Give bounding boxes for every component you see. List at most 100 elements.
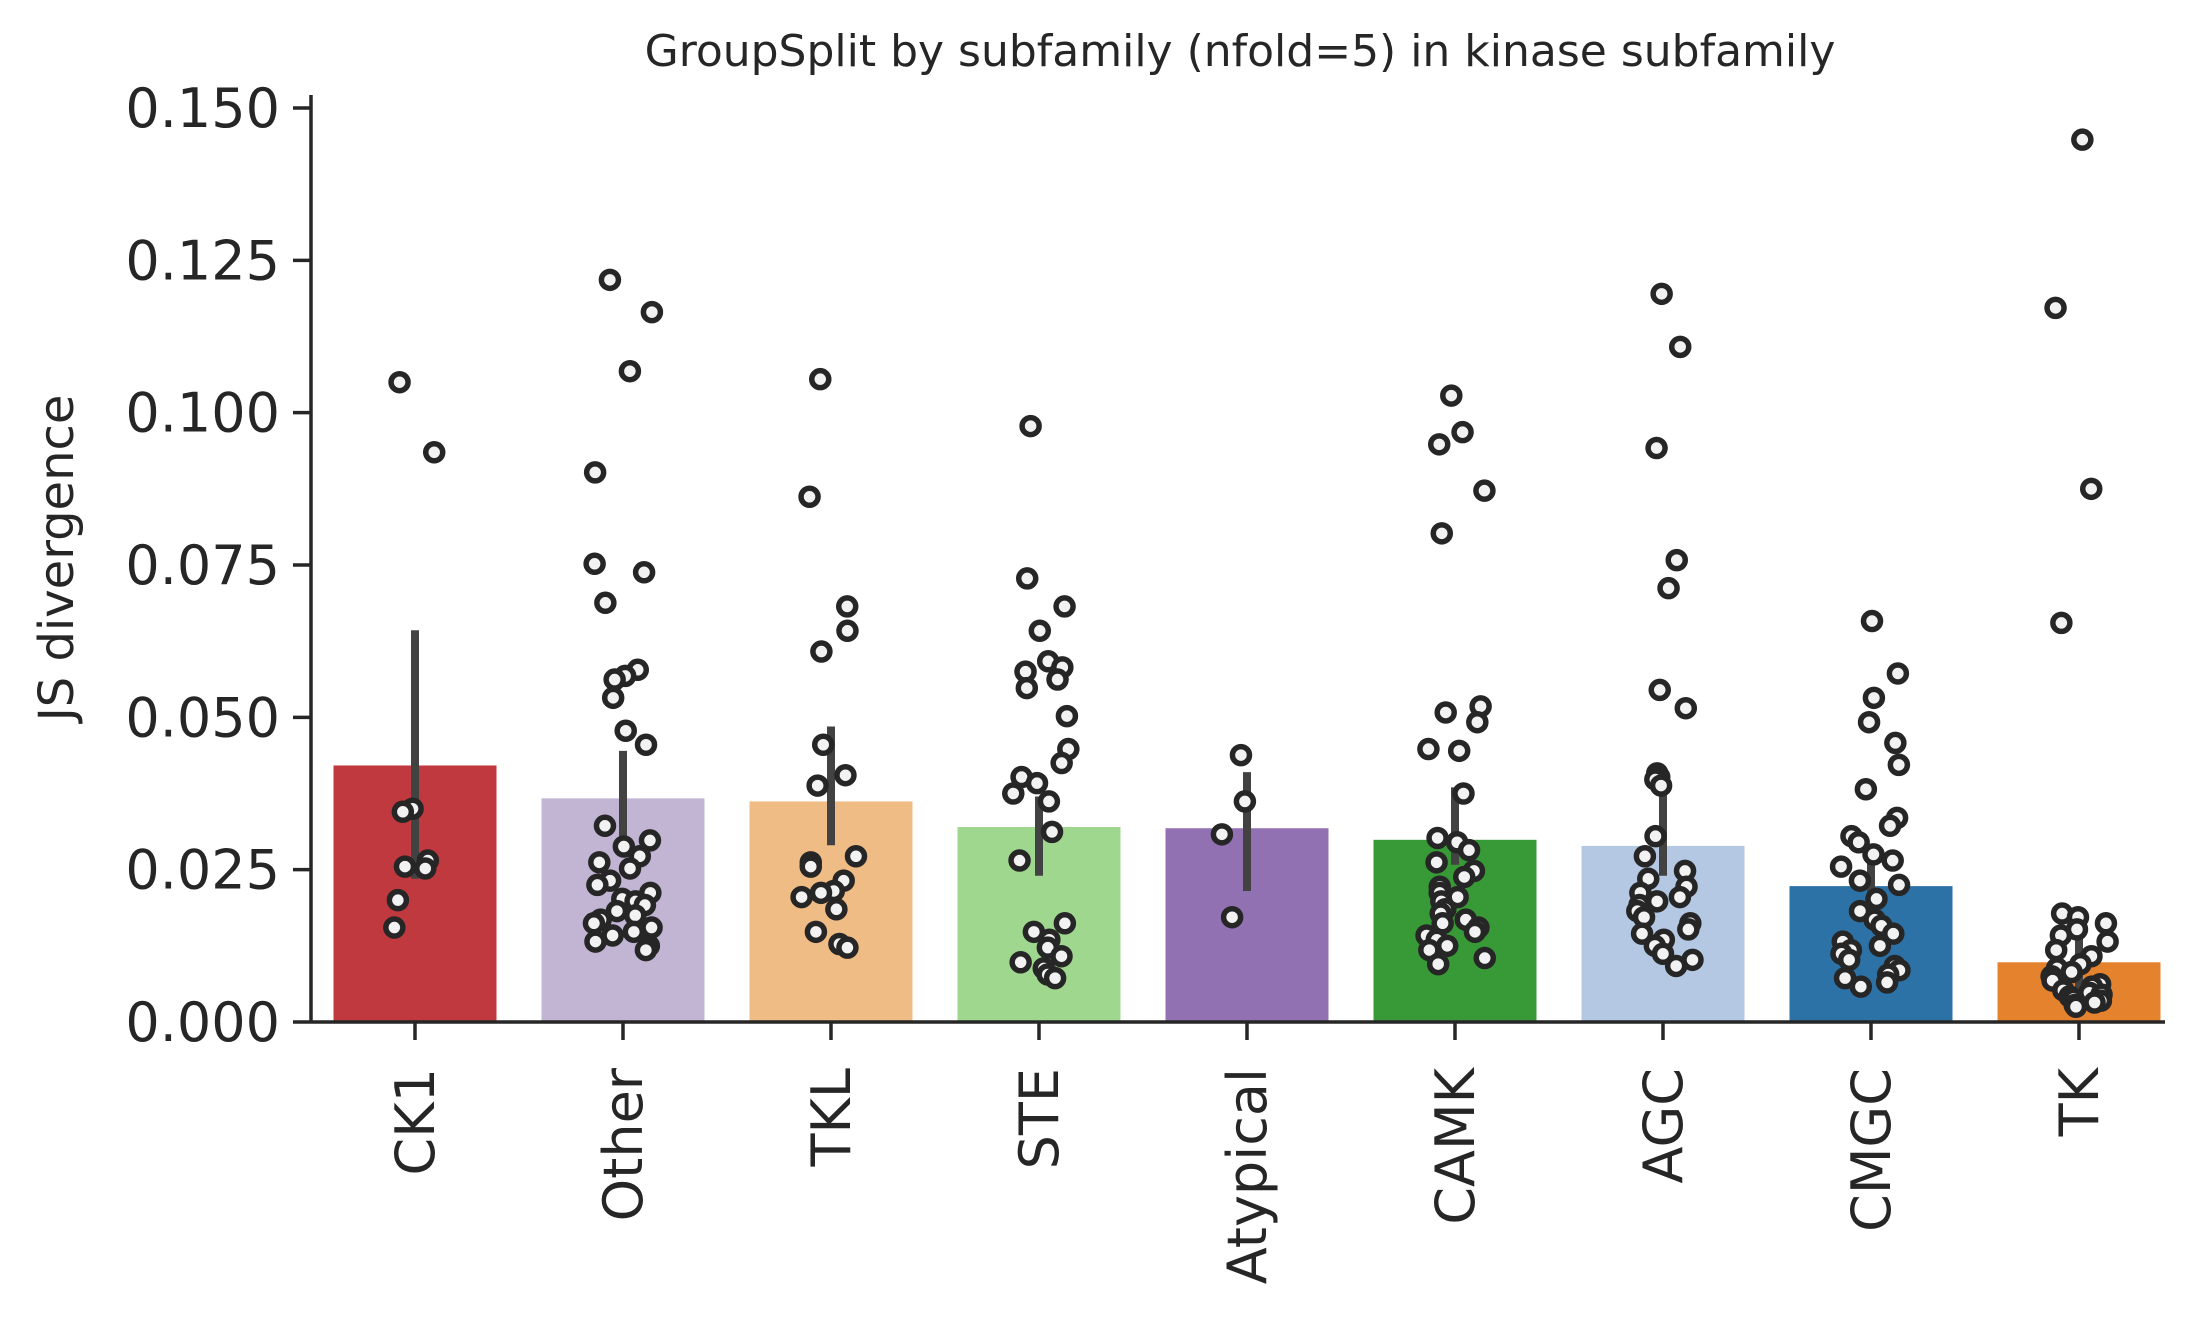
data-point: [1645, 436, 1668, 460]
data-point: [584, 930, 607, 953]
data-point: [1849, 975, 1873, 998]
data-point: [638, 829, 662, 852]
data-point: [1046, 668, 1069, 691]
data-point: [1008, 849, 1031, 872]
data-point: [1865, 887, 1888, 911]
data-point: [1210, 823, 1234, 846]
data-point: [618, 857, 642, 880]
points-layer: [383, 128, 2119, 1019]
data-point: [1884, 731, 1907, 755]
data-point: [1229, 743, 1253, 767]
data-point: [1857, 710, 1881, 734]
x-tick-label-cmgc: CMGC: [1840, 1068, 1903, 1232]
data-point: [1847, 830, 1870, 854]
data-point: [809, 881, 833, 905]
data-point: [1457, 838, 1481, 862]
data-point: [1025, 771, 1049, 795]
data-point: [1055, 704, 1079, 728]
data-point: [422, 441, 446, 464]
data-point: [1466, 710, 1489, 734]
x-tick-label-camk: CAMK: [1424, 1066, 1487, 1224]
data-point: [1829, 855, 1853, 878]
data-point: [1220, 905, 1244, 929]
data-point: [2060, 960, 2083, 984]
data-point: [1674, 696, 1698, 720]
data-point: [383, 916, 406, 939]
x-tick-label-tk: TK: [2048, 1066, 2111, 1137]
data-point: [603, 668, 626, 691]
data-point: [632, 561, 656, 584]
data-point: [1881, 849, 1904, 872]
data-point: [2094, 912, 2118, 935]
data-point: [1887, 753, 1911, 777]
y-tick-label: 0.050: [125, 686, 280, 749]
data-point: [1848, 869, 1872, 892]
data-point: [1015, 676, 1039, 700]
data-point: [1677, 918, 1700, 941]
data-point: [614, 719, 637, 742]
data-point: [1040, 820, 1064, 844]
chart-title: GroupSplit by subfamily (nfold=5) in kin…: [645, 26, 1836, 77]
data-point: [582, 912, 606, 935]
data-point: [1053, 912, 1077, 935]
data-point: [634, 938, 658, 962]
data-point: [1854, 777, 1878, 801]
data-point: [2044, 296, 2067, 320]
data-point: [1015, 567, 1039, 590]
data-point: [393, 855, 417, 878]
data-point: [1837, 948, 1861, 972]
data-point: [1650, 282, 1673, 306]
y-tick-label: 0.125: [125, 229, 280, 292]
y-tick-label: 0.075: [125, 534, 280, 597]
data-point: [1630, 922, 1654, 945]
y-axis-label: JS divergence: [29, 395, 85, 725]
data-point: [640, 300, 664, 324]
data-point: [1882, 922, 1905, 945]
data-point: [1875, 971, 1899, 994]
x-tick-label-agc: AGC: [1632, 1068, 1695, 1184]
data-point: [1028, 619, 1052, 643]
data-point: [825, 898, 848, 921]
data-point: [391, 800, 415, 824]
data-point: [1860, 609, 1884, 633]
data-point: [1426, 952, 1450, 976]
x-tick-label-ck1: CK1: [384, 1068, 447, 1175]
data-point: [593, 814, 617, 838]
data-point: [798, 485, 821, 509]
y-tick-label: 0.100: [125, 382, 280, 445]
data-point: [1668, 335, 1692, 359]
data-point: [1233, 790, 1257, 813]
data-point: [2044, 938, 2068, 962]
data-point: [1649, 774, 1673, 797]
data-point: [811, 733, 835, 757]
data-point: [2064, 995, 2088, 1019]
data-point: [1473, 946, 1497, 970]
data-point: [1019, 414, 1042, 438]
data-point: [1887, 873, 1911, 897]
data-point: [1668, 885, 1692, 909]
data-point: [806, 774, 829, 797]
data-point: [1633, 845, 1657, 868]
data-point: [2083, 991, 2106, 1014]
data-point: [640, 916, 663, 939]
data-point: [1868, 934, 1892, 958]
data-point: [804, 920, 828, 944]
data-point: [594, 591, 617, 615]
data-point: [1651, 942, 1675, 966]
data-point: [1434, 701, 1457, 724]
data-point: [799, 855, 823, 878]
y-tick-label: 0.000: [125, 991, 280, 1054]
data-point: [598, 268, 622, 292]
y-tick-label: 0.150: [125, 77, 280, 140]
y-tick-label: 0.025: [125, 839, 280, 902]
x-tick-label-tkl: TKL: [800, 1068, 863, 1167]
bar-camk: [1373, 839, 1537, 1022]
data-point: [1053, 595, 1076, 618]
data-point: [1447, 739, 1471, 763]
data-point: [1430, 522, 1454, 545]
data-point: [1417, 737, 1440, 761]
data-point: [2071, 128, 2094, 151]
data-point: [386, 888, 410, 912]
data-point: [1657, 576, 1680, 600]
